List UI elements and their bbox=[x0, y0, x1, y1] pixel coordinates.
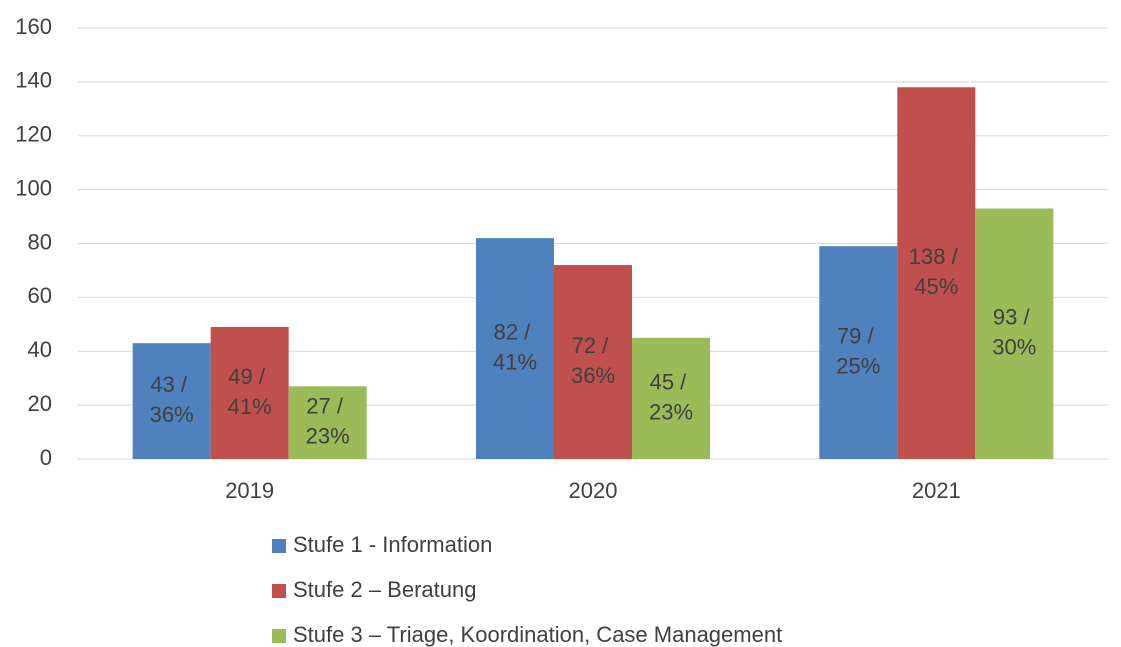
legend-swatch bbox=[272, 629, 286, 643]
y-tick-label: 140 bbox=[15, 68, 52, 93]
y-tick-label: 120 bbox=[15, 122, 52, 147]
y-tick-label: 0 bbox=[40, 445, 52, 470]
bar bbox=[554, 265, 632, 459]
x-tick-label: 2021 bbox=[912, 478, 961, 503]
data-label: 138 / 45% bbox=[909, 244, 964, 299]
x-tick-label: 2020 bbox=[569, 478, 618, 503]
bar bbox=[975, 208, 1054, 459]
legend-label: Stufe 3 – Triage, Koordination, Case Man… bbox=[293, 622, 782, 647]
data-label: 79 / 25% bbox=[836, 323, 880, 378]
bar bbox=[897, 87, 976, 459]
data-label: 27 / 23% bbox=[306, 393, 350, 448]
legend-label: Stufe 1 - Information bbox=[293, 532, 492, 557]
data-label: 72 / 36% bbox=[571, 333, 615, 388]
y-tick-label: 80 bbox=[28, 229, 52, 254]
y-tick-label: 60 bbox=[28, 283, 52, 308]
y-tick-label: 20 bbox=[28, 391, 52, 416]
bar bbox=[819, 246, 898, 459]
bar bbox=[288, 386, 367, 459]
legend-swatch bbox=[272, 584, 286, 598]
legend-swatch bbox=[272, 539, 286, 553]
y-tick-label: 100 bbox=[15, 175, 52, 200]
x-tick-label: 2019 bbox=[225, 478, 274, 503]
data-label: 45 / 23% bbox=[649, 369, 693, 424]
legend-label: Stufe 2 – Beratung bbox=[293, 577, 476, 602]
data-label: 49 / 41% bbox=[228, 364, 272, 419]
data-label: 82 / 41% bbox=[493, 319, 537, 374]
y-tick-label: 160 bbox=[15, 14, 52, 39]
bar bbox=[210, 327, 289, 459]
bar bbox=[632, 337, 710, 459]
data-label: 93 / 30% bbox=[992, 305, 1036, 360]
y-tick-label: 40 bbox=[28, 337, 52, 362]
bar bbox=[132, 343, 211, 459]
bar bbox=[476, 238, 554, 459]
data-label: 43 / 36% bbox=[150, 372, 194, 427]
